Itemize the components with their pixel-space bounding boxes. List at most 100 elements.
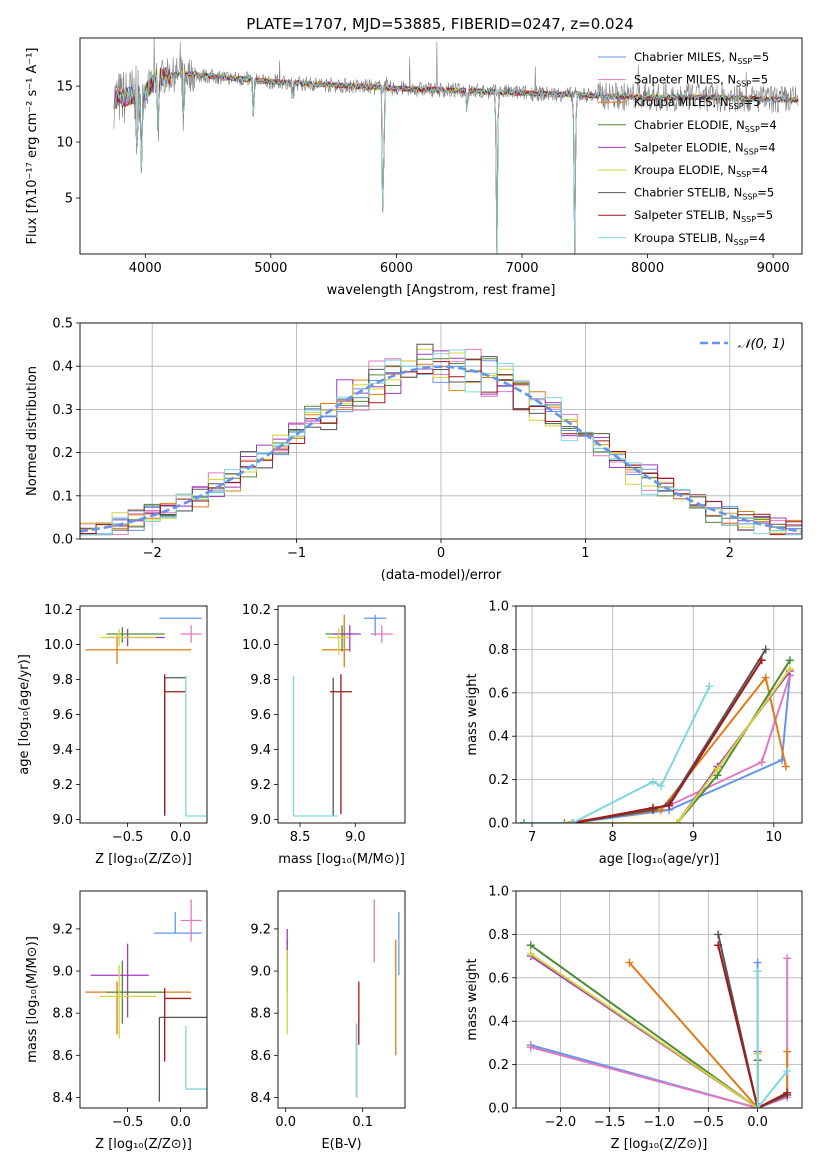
x-tick-label: 0	[437, 546, 445, 561]
histogram-cyan	[80, 349, 802, 536]
y-tick-label: 9.4	[250, 743, 271, 758]
panel-mass-vs-EBV: 0.0 0.1 8.4 8.6 8.8 9.0 9.2 E(B-V)	[250, 890, 406, 1152]
x-axis-label: (data-model)/error	[381, 568, 502, 583]
axes-frame	[515, 605, 803, 824]
weight-marker-orange	[560, 819, 569, 823]
y-tick-label: 9.8	[250, 673, 271, 688]
weight-marker-green	[785, 656, 794, 665]
y-tick-label: 1.0	[488, 885, 509, 900]
x-tick-label: −2	[143, 546, 162, 561]
weight-marker-pink	[526, 1043, 535, 1052]
weight-marker-pink	[783, 954, 792, 963]
weight-marker-orange	[781, 762, 790, 771]
x-tick-label: 4000	[129, 261, 162, 276]
y-tick-label: 0.2	[488, 1058, 509, 1073]
x-axis-label: age [log₁₀(age/yr)]	[599, 852, 720, 867]
y-tick-label: 10.0	[44, 638, 73, 653]
x-tick-label: 8	[609, 830, 617, 845]
weight-line-darkred	[524, 659, 763, 823]
normal-curve	[80, 365, 802, 533]
y-tick-label: 5	[65, 192, 73, 207]
x-tick-label: 5000	[254, 261, 287, 276]
y-tick-label: 0.0	[488, 1102, 509, 1117]
weight-line-purple	[524, 670, 791, 823]
y-tick-label: 8.6	[52, 1049, 73, 1064]
x-axis-label: Z [log₁₀(Z/Z⊙)]	[95, 1137, 192, 1152]
y-tick-label: 0.2	[488, 773, 509, 788]
x-tick-label: −0.5	[693, 1115, 725, 1130]
model-spectrum-darkred	[113, 67, 799, 254]
x-tick-label: 0.1	[352, 1115, 373, 1130]
y-tick-label: 9.0	[250, 813, 271, 828]
x-axis-label: Z [log₁₀(Z/Z⊙)]	[611, 1137, 708, 1152]
y-tick-label: 9.6	[250, 708, 271, 723]
weight-marker-yellow	[785, 664, 794, 673]
x-tick-label: −1	[287, 546, 306, 561]
y-tick-label: 0.4	[52, 360, 73, 375]
weight-marker-green	[526, 941, 535, 950]
legend-label: Chabrier STELIB, NSSP=5	[634, 186, 774, 202]
y-axis-label: age [log₁₀(age/yr)]	[17, 654, 32, 775]
y-tick-label: 8.4	[250, 1091, 271, 1106]
x-tick-label: −0.5	[112, 1115, 144, 1130]
figure-title: PLATE=1707, MJD=53885, FIBERID=0247, z=0…	[246, 15, 633, 33]
y-axis-label: mass [log₁₀(M/M⊙)]	[25, 936, 40, 1063]
y-tick-label: 9.2	[250, 922, 271, 937]
weight-marker-gray	[714, 930, 723, 939]
x-tick-label: 2	[726, 546, 734, 561]
x-axis-label: mass [log₁₀(M/M⊙)]	[278, 852, 405, 867]
weight-marker-cyan	[520, 819, 529, 823]
weight-marker-orange	[783, 1047, 792, 1056]
y-tick-label: 8.4	[52, 1091, 73, 1106]
x-axis-label: E(B-V)	[321, 1137, 361, 1152]
y-tick-label: 9.2	[52, 778, 73, 793]
x-tick-label: 9000	[757, 261, 790, 276]
y-tick-label: 0.0	[488, 817, 509, 832]
x-tick-label: 9.0	[345, 830, 366, 845]
y-tick-label: 8.8	[52, 1007, 73, 1022]
x-tick-label: 9	[689, 830, 697, 845]
panel-residuals: −2 −1 0 1 2 0.0 0.1 0.2 0.3 0.4 0.5 (data-model)/er…	[25, 317, 803, 583]
axes-frame	[79, 605, 208, 824]
y-tick-label: 9.2	[52, 922, 73, 937]
x-tick-label: 7	[528, 830, 536, 845]
axes-frame	[277, 605, 406, 824]
y-tick-label: 10.0	[242, 638, 271, 653]
y-tick-label: 0.3	[52, 403, 73, 418]
weight-marker-cyan	[648, 777, 657, 786]
x-tick-label: 1	[581, 546, 589, 561]
weight-marker-orange	[625, 958, 634, 967]
legend-label: Chabrier ELODIE, NSSP=4	[634, 118, 777, 134]
y-tick-label: 0.8	[488, 928, 509, 943]
plot-area	[113, 38, 799, 254]
y-tick-label: 0.8	[488, 643, 509, 658]
y-tick-label: 0.4	[488, 730, 509, 745]
legend-label: 𝒩(0, 1)	[738, 337, 785, 352]
legend: Chabrier MILES, NSSP=5 Salpeter MILES, NS…	[598, 50, 777, 247]
x-tick-label: 10	[766, 830, 783, 845]
y-tick-label: 0.6	[488, 971, 509, 986]
weight-marker-yellow	[673, 819, 682, 823]
legend-label: Kroupa STELIB, NSSP=4	[634, 231, 765, 247]
plot-area	[520, 645, 794, 823]
y-tick-label: 9.4	[52, 743, 73, 758]
y-tick-label: 9.0	[250, 965, 271, 980]
y-tick-label: 9.2	[250, 778, 271, 793]
y-tick-label: 9.0	[52, 813, 73, 828]
panel-massweight-vs-age: 7 8 9 10 0.0 0.2 0.4 0.6 0.8 1.0 age [log₁₀(age/yr…	[465, 600, 803, 867]
legend-label: Salpeter STELIB, NSSP=5	[634, 208, 773, 224]
weight-line-cyan	[524, 685, 711, 823]
x-tick-label: 6000	[380, 261, 413, 276]
panel-mass-vs-Z: −0.5 0.0 8.4 8.6 8.8 9.0 9.2 Z [log₁₀(Z/Z⊙)] mas…	[25, 890, 208, 1152]
weight-marker-cyan	[568, 819, 577, 823]
plot-area	[80, 343, 802, 536]
y-axis-label: Flux [fλ10⁻¹⁷ erg cm⁻² s⁻¹ A⁻¹]	[25, 48, 40, 245]
plot-area	[85, 617, 207, 817]
y-tick-label: 9.8	[52, 673, 73, 688]
x-tick-label: 7000	[505, 261, 538, 276]
axes-frame	[79, 37, 803, 255]
weight-marker-yellow	[526, 949, 535, 958]
plot-area	[286, 899, 400, 1098]
weight-line-pink	[530, 958, 789, 1108]
